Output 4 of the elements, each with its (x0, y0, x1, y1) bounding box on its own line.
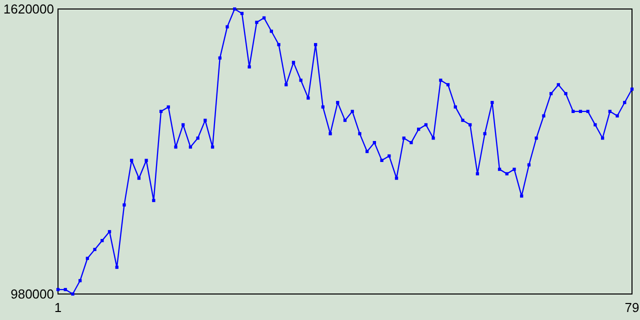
y-tick-label: 980000 (10, 286, 54, 302)
x-tick-label: 79 (624, 300, 640, 315)
y-tick-label: 1620000 (3, 2, 54, 17)
x-tick-label: 1 (54, 300, 62, 315)
